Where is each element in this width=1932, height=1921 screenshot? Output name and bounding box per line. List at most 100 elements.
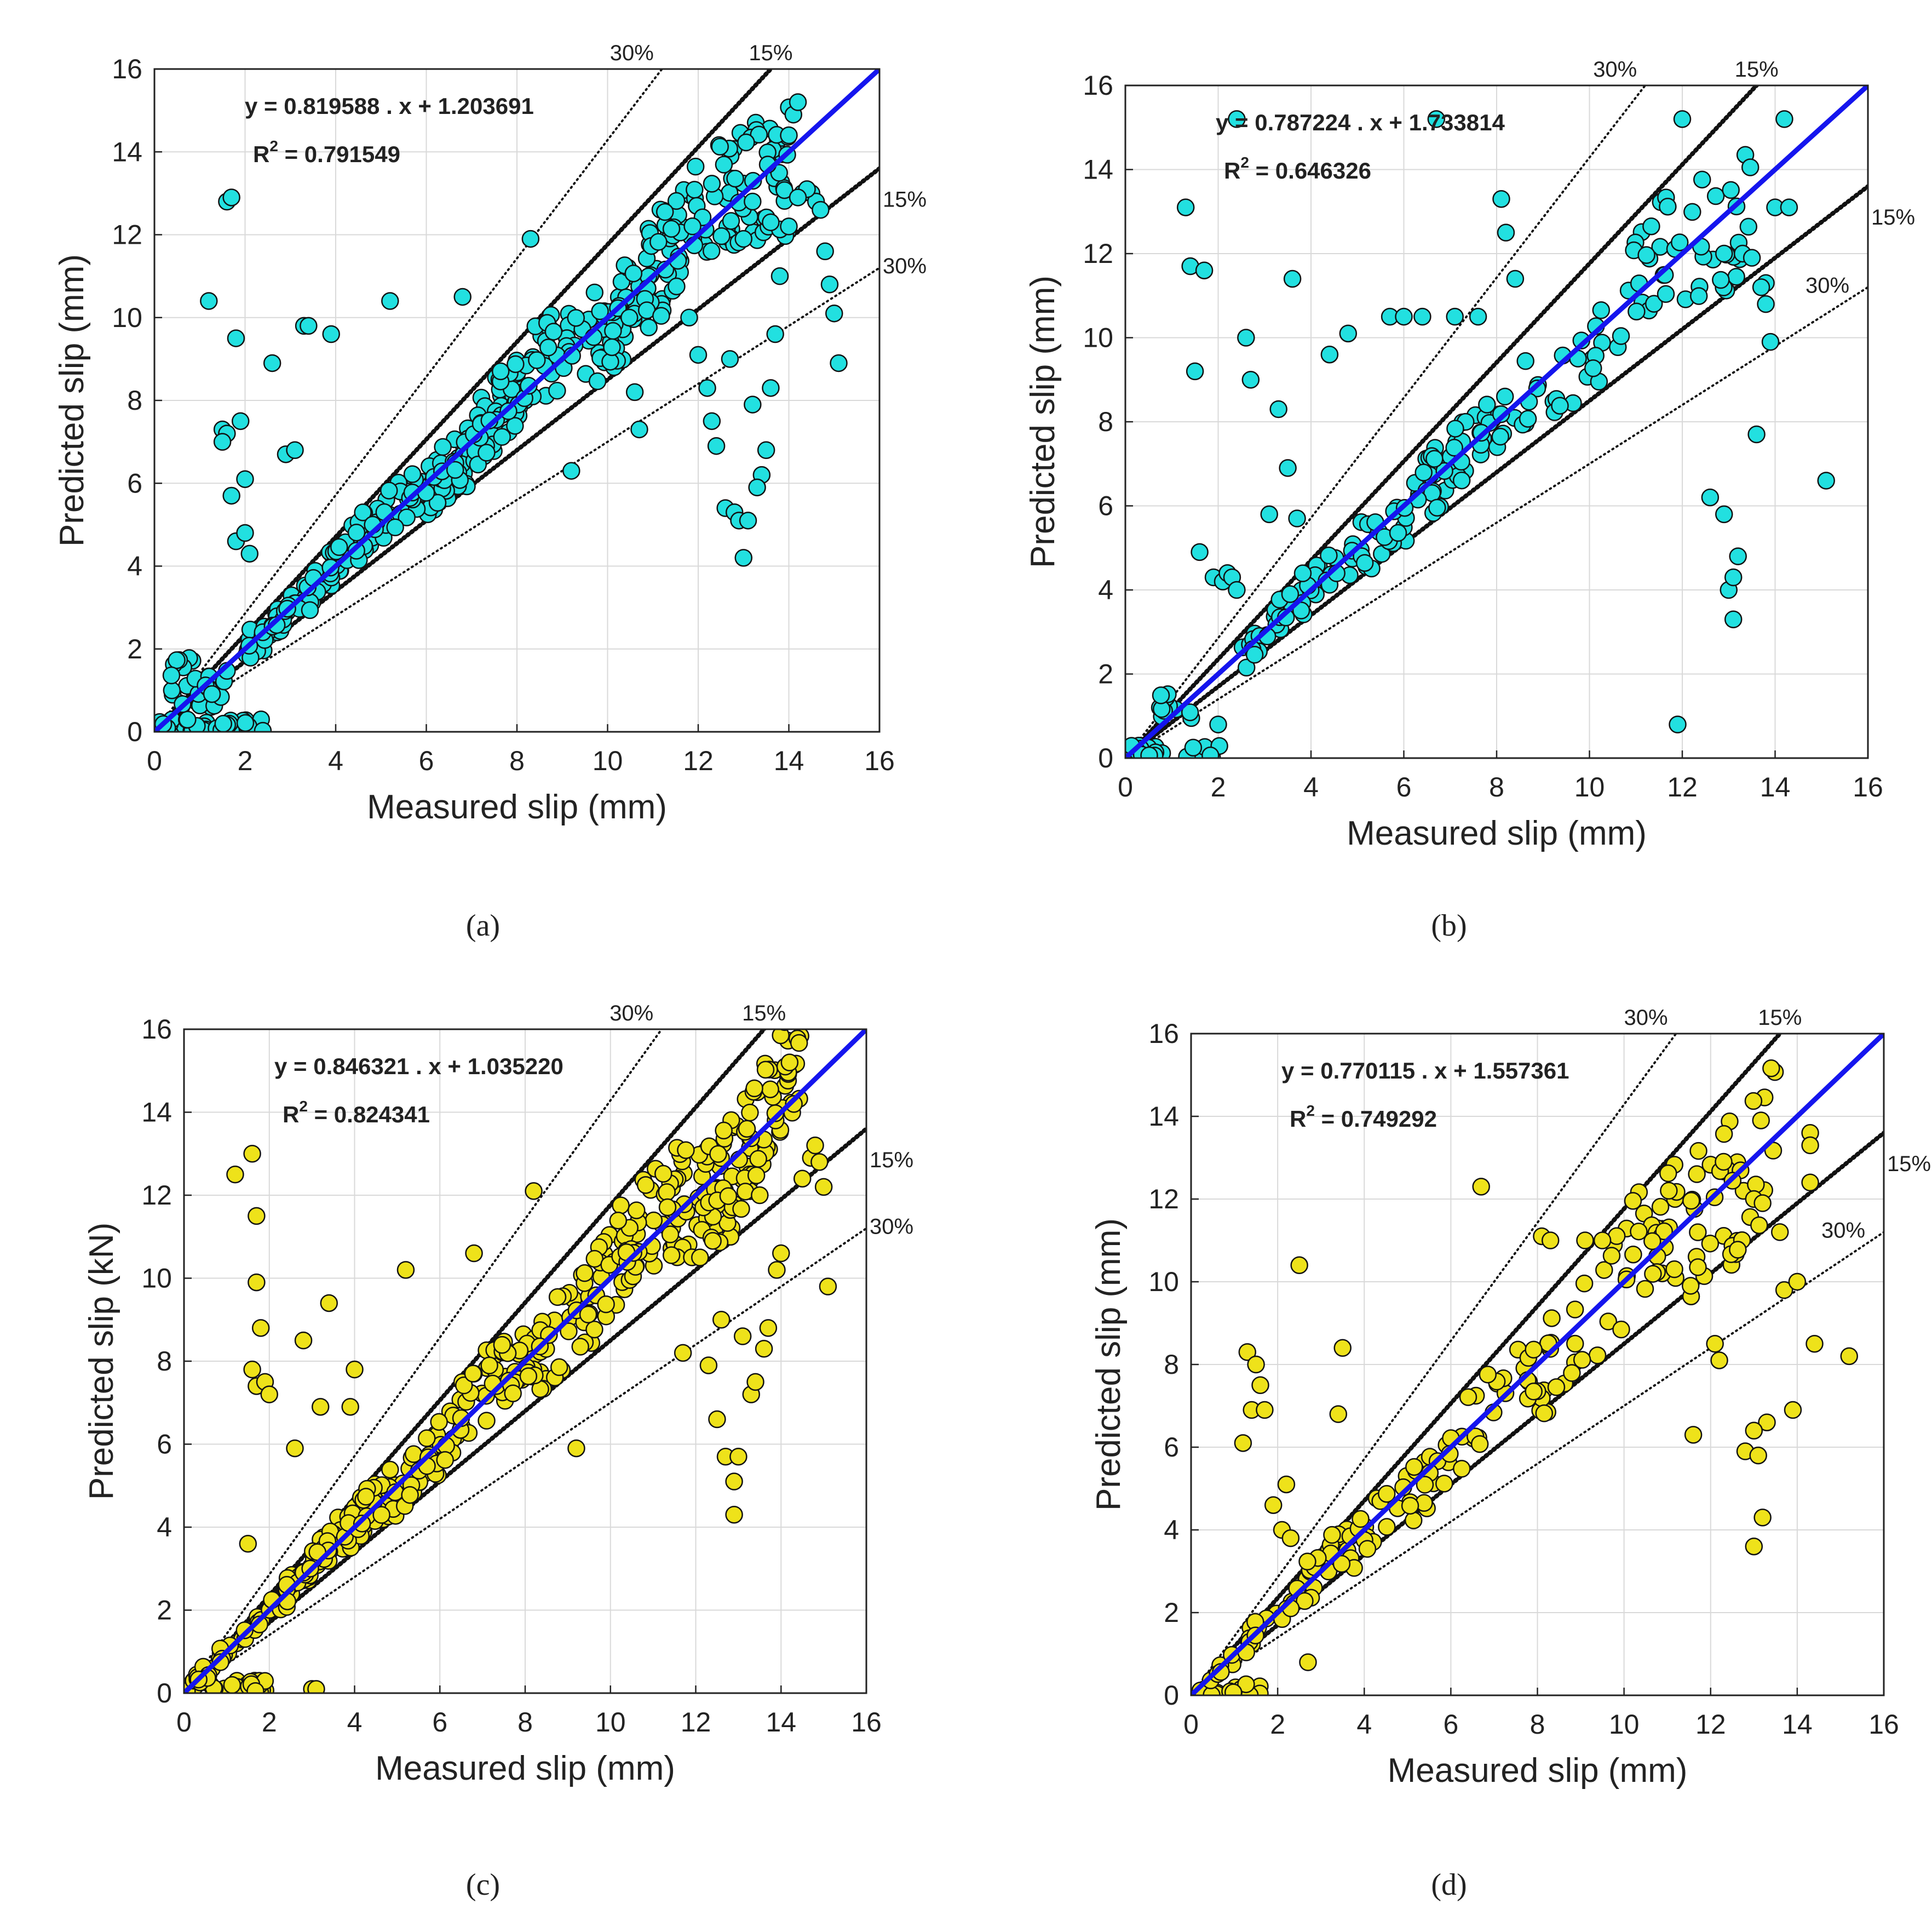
data-point [627,1201,646,1219]
data-point [493,1335,511,1354]
data-point [544,323,563,341]
data-point [712,227,731,245]
data-point [771,267,789,285]
data-point [1241,371,1260,389]
data-point [1416,1476,1434,1494]
data-point [1801,1173,1819,1192]
data-point [347,523,366,542]
data-point [560,1322,578,1340]
data-point [1181,703,1199,721]
data-point [381,1460,399,1479]
data-point [780,126,798,145]
data-point [1541,1231,1560,1249]
data-point [1682,1191,1700,1210]
band-line-plus-30 [154,69,664,732]
band-line-minus-30 [184,1227,866,1693]
data-point [1237,658,1256,677]
data-point [1281,1529,1300,1547]
data-point [507,355,525,374]
data-point [1706,187,1725,205]
data-point [1681,1277,1700,1295]
data-point [620,308,639,327]
x-tick-label: 16 [1868,1709,1899,1740]
data-point [1637,246,1655,264]
r-squared-superscript: 2 [299,1098,308,1115]
data-point [819,1277,837,1295]
data-point [1247,1355,1265,1374]
data-point [656,203,674,221]
data-point [1749,1446,1767,1465]
axes-frame [1190,1033,1885,1696]
data-point [715,156,733,174]
data-point [698,379,716,397]
data-point [405,1445,423,1463]
data-point [1715,1125,1733,1143]
data-point [567,309,585,327]
r-squared: R2 = 0.646326 [1224,154,1371,184]
data-point [630,420,648,439]
data-point [668,277,686,296]
y-tick-label: 16 [141,1014,172,1045]
data-point [737,133,755,152]
data-point [519,1367,538,1385]
data-point [816,242,834,260]
data-point [1332,1555,1351,1573]
y-axis-label: Predicted slip (kN) [83,1223,120,1500]
data-point [1817,472,1835,490]
band-label: 30% [1624,1006,1668,1030]
x-axis-label: Measured slip (mm) [367,788,667,826]
data-point [1472,1178,1490,1196]
data-point [1395,307,1413,326]
data-point [1628,302,1646,320]
data-point [708,1410,726,1429]
y-tick-label: 8 [1098,406,1113,437]
data-point [709,1145,727,1163]
data-point [1722,181,1740,199]
panel-caption: (c) [466,1868,500,1902]
data-point [491,362,510,381]
data-point [759,1319,778,1337]
y-axis-label: Predicted slip (mm) [53,254,91,547]
scatter-plot-b: 00 2 2 4 4 6 6 8 8 10 10 12 12 14 14 16 16 30% 15% 15% 30% y … [1024,58,1915,943]
data-point [762,213,780,232]
data-point [231,412,250,431]
data-point [401,1486,419,1504]
data-point [1706,1335,1724,1353]
data-point [746,1373,764,1391]
y-tick-label: 14 [1083,154,1113,185]
data-point [1584,359,1602,377]
data-point [1752,278,1770,296]
x-tick-label: 2 [1211,772,1226,802]
data-point [179,710,197,729]
x-tick-label: 12 [681,1707,711,1737]
data-point [780,217,798,236]
data-point [748,478,766,497]
data-point [571,1338,589,1356]
data-point [286,1439,304,1458]
data-point [721,350,739,368]
data-point [1479,1366,1497,1384]
data-point [1659,197,1677,216]
r-squared-symbol: R [1224,158,1240,184]
data-point [1689,287,1708,305]
data-point [1377,1485,1396,1503]
data-point [525,1182,543,1200]
panel-caption: (d) [1431,1868,1467,1902]
y-axis-label: Predicted slip (mm) [1090,1218,1128,1511]
x-tick-label: 10 [593,746,623,776]
data-point [715,1121,733,1140]
data-point [1352,1510,1370,1528]
y-tick-label: 12 [1083,238,1113,269]
y-tick-label: 2 [157,1595,172,1626]
data-point [1224,1683,1243,1695]
y-tick-label: 0 [127,716,142,747]
data-point [203,685,221,703]
data-point [1184,738,1203,757]
r-squared: R2 = 0.824341 [283,1098,430,1127]
data-point [1428,498,1446,517]
data-point [1469,307,1487,326]
r-squared-value: = 0.791549 [278,141,400,167]
y-tick-label: 4 [1164,1515,1179,1545]
x-tick-label: 10 [1574,772,1605,802]
data-point [766,325,784,343]
